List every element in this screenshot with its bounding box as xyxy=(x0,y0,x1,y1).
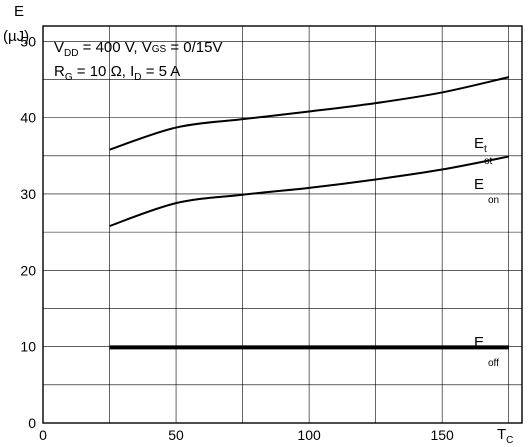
x-tick-label: 150 xyxy=(430,427,454,443)
y-tick-label: 50 xyxy=(20,33,36,49)
y-tick-label: 0 xyxy=(28,415,36,431)
y-tick-label: 40 xyxy=(20,110,36,126)
y-tick-label: 30 xyxy=(20,186,36,202)
series-label-e-off: Eoff xyxy=(474,334,499,369)
x-tick-labels: 0 50 100 150 xyxy=(39,427,454,443)
x-tick-label: 50 xyxy=(168,427,184,443)
series-group xyxy=(109,76,509,350)
y-tick-label: 10 xyxy=(20,339,36,355)
plot-frame xyxy=(42,25,523,424)
conditions-line-1: VDD = 400 V, VGS = 0/15V xyxy=(54,39,222,59)
conditions-line-2: RG = 10 Ω, ID = 5 A xyxy=(54,63,180,83)
y-tick-labels: 0 10 20 30 40 50 xyxy=(20,33,36,431)
x-tick-label: 100 xyxy=(297,427,321,443)
y-axis-label: E xyxy=(14,3,24,20)
x-axis-label: TC xyxy=(497,426,513,446)
y-tick-label: 20 xyxy=(20,262,36,278)
series-label-e-tot: Et ot xyxy=(474,135,493,167)
series-line-e-on xyxy=(109,155,509,227)
x-tick-label: 0 xyxy=(39,427,47,443)
series-label-e-on: Eon xyxy=(474,176,499,206)
y-axis-unit: (µJ) xyxy=(3,28,29,45)
series-line-e-tot xyxy=(109,76,509,151)
